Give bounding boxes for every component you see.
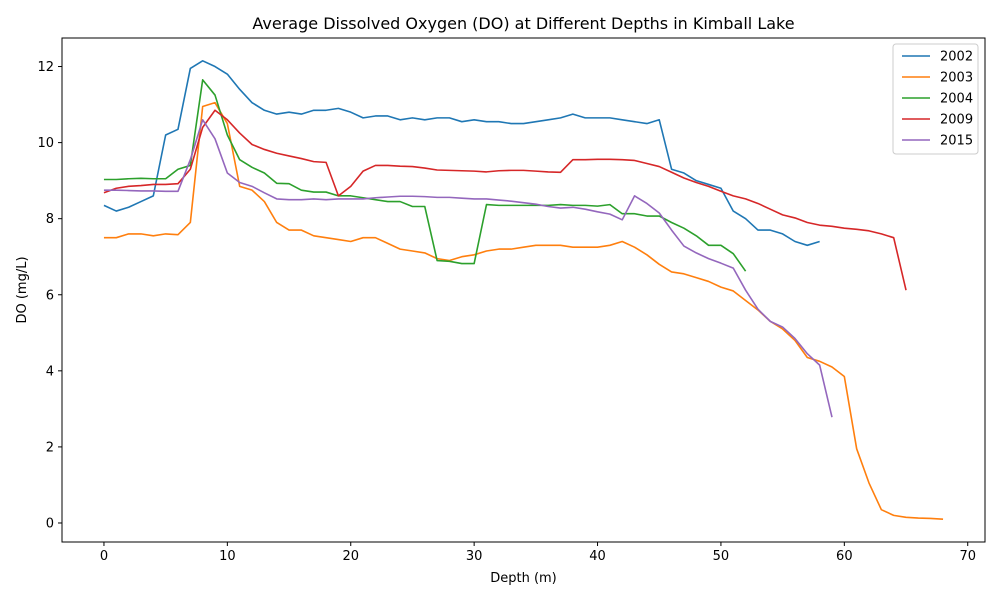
series-line-2003 bbox=[103, 101, 944, 520]
y-tick-label: 4 bbox=[46, 364, 54, 379]
legend-label-2009: 2009 bbox=[940, 113, 973, 128]
plot-frame bbox=[61, 37, 986, 543]
legend-label-2004: 2004 bbox=[940, 92, 973, 107]
y-tick-label: 12 bbox=[37, 60, 54, 75]
legend-label-2015: 2015 bbox=[940, 134, 973, 149]
x-tick-label: 30 bbox=[466, 549, 483, 564]
legend-label-2003: 2003 bbox=[940, 71, 973, 86]
legend: 2002 2003 2004 2009 2015 bbox=[892, 43, 979, 155]
x-tick-label: 20 bbox=[342, 549, 359, 564]
chart-title: Average Dissolved Oxygen (DO) at Differe… bbox=[252, 14, 794, 33]
x-axis-label: Depth (m) bbox=[490, 571, 557, 586]
legend-label-2002: 2002 bbox=[940, 50, 973, 65]
series-line-2002 bbox=[103, 60, 820, 247]
y-tick-label: 10 bbox=[37, 136, 54, 151]
legend-items: 2002 2003 2004 2009 2015 bbox=[902, 50, 973, 149]
y-tick-label: 8 bbox=[46, 212, 54, 227]
series-line-2009 bbox=[103, 109, 907, 291]
y-tick-label: 0 bbox=[46, 516, 54, 531]
x-tick-label: 0 bbox=[100, 549, 108, 564]
y-tick-label: 6 bbox=[46, 288, 54, 303]
series-line-2015 bbox=[103, 118, 833, 418]
x-axis-ticks: 0 10 20 30 40 50 60 70 bbox=[100, 542, 976, 564]
y-tick-label: 2 bbox=[46, 440, 54, 455]
y-axis-label: DO (mg/L) bbox=[15, 256, 30, 323]
y-axis-ticks: 0 2 4 6 8 10 12 bbox=[37, 60, 62, 531]
x-tick-label: 50 bbox=[713, 549, 730, 564]
x-tick-label: 60 bbox=[836, 549, 853, 564]
x-tick-label: 10 bbox=[219, 549, 236, 564]
legend-box bbox=[892, 43, 979, 155]
x-tick-label: 40 bbox=[589, 549, 606, 564]
plot-lines bbox=[103, 60, 944, 520]
series-line-2004 bbox=[103, 79, 747, 272]
x-tick-label: 70 bbox=[959, 549, 976, 564]
